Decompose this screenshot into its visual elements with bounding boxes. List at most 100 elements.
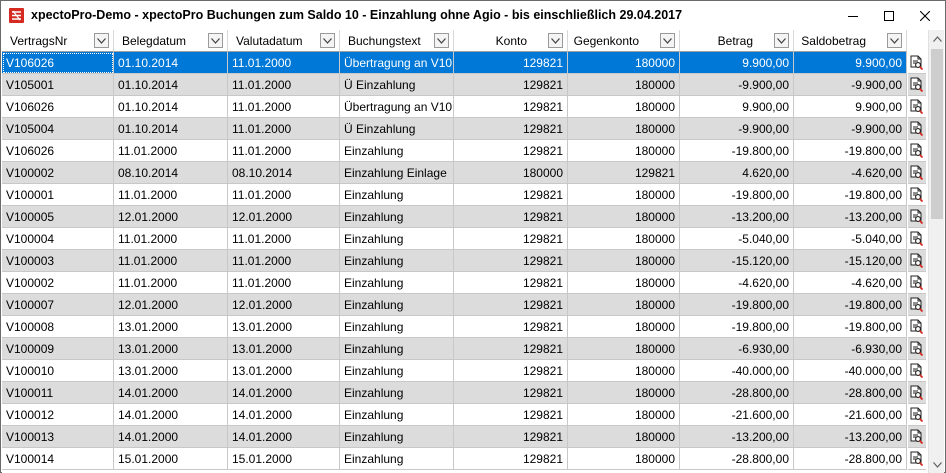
cell-saldo[interactable]: -28.800,00 [794,382,907,404]
cell-betrag[interactable]: 9.900,00 [680,96,794,118]
cell-betrag[interactable]: -40.000,00 [680,360,794,382]
cell-beleg[interactable]: 12.01.2000 [114,294,228,316]
cell-saldo[interactable]: 9.900,00 [794,52,907,74]
cell-gegen[interactable]: 180000 [568,360,680,382]
cell-gegen[interactable]: 180000 [568,52,680,74]
cell-saldo[interactable]: -13.200,00 [794,206,907,228]
row-detail-button[interactable] [908,206,926,228]
cell-beleg[interactable]: 01.10.2014 [114,52,228,74]
cell-beleg[interactable]: 14.01.2000 [114,382,228,404]
cell-vertrag[interactable]: V100005 [2,206,114,228]
cell-betrag[interactable]: -28.800,00 [680,448,794,470]
cell-valuta[interactable]: 13.01.2000 [228,316,340,338]
column-header-vertrag[interactable]: VertragsNr [2,30,114,52]
cell-gegen[interactable]: 180000 [568,74,680,96]
cell-valuta[interactable]: 11.01.2000 [228,96,340,118]
cell-betrag[interactable]: -15.120,00 [680,250,794,272]
cell-valuta[interactable]: 12.01.2000 [228,294,340,316]
minimize-button[interactable] [835,1,871,30]
table-row[interactable]: V100001 11.01.2000 11.01.2000 Einzahlung 129… [2,184,907,206]
cell-text[interactable]: Einzahlung [340,184,454,206]
cell-konto[interactable]: 129821 [454,272,568,294]
row-detail-button[interactable] [908,96,926,118]
cell-beleg[interactable]: 13.01.2000 [114,316,228,338]
cell-vertrag[interactable]: V100010 [2,360,114,382]
cell-text[interactable]: Übertragung an V10... [340,52,454,74]
cell-valuta[interactable]: 11.01.2000 [228,140,340,162]
cell-betrag[interactable]: -13.200,00 [680,206,794,228]
cell-valuta[interactable]: 11.01.2000 [228,184,340,206]
cell-text[interactable]: Einzahlung [340,206,454,228]
cell-vertrag[interactable]: V100002 [2,162,114,184]
row-detail-button[interactable] [908,382,926,404]
cell-saldo[interactable]: -28.800,00 [794,448,907,470]
cell-valuta[interactable]: 11.01.2000 [228,52,340,74]
cell-betrag[interactable]: -13.200,00 [680,426,794,448]
row-detail-button[interactable] [908,140,926,162]
cell-text[interactable]: Einzahlung [340,448,454,470]
cell-valuta[interactable]: 11.01.2000 [228,272,340,294]
row-detail-button[interactable] [908,118,926,140]
row-detail-button[interactable] [908,52,926,74]
cell-gegen[interactable]: 180000 [568,272,680,294]
cell-gegen[interactable]: 180000 [568,96,680,118]
cell-text[interactable]: Einzahlung [340,404,454,426]
table-row[interactable]: V100002 08.10.2014 08.10.2014 Einzahlung Ei… [2,162,907,184]
cell-beleg[interactable]: 11.01.2000 [114,250,228,272]
table-row[interactable]: V106026 11.01.2000 11.01.2000 Einzahlung 129… [2,140,907,162]
table-row[interactable]: V100013 14.01.2000 14.01.2000 Einzahlung 129… [2,426,907,448]
cell-betrag[interactable]: 4.620,00 [680,162,794,184]
cell-saldo[interactable]: -9.900,00 [794,118,907,140]
cell-vertrag[interactable]: V100012 [2,404,114,426]
column-header-gegen[interactable]: Gegenkonto [568,30,680,52]
cell-konto[interactable]: 129821 [454,250,568,272]
cell-beleg[interactable]: 11.01.2000 [114,140,228,162]
cell-konto[interactable]: 129821 [454,448,568,470]
cell-konto[interactable]: 129821 [454,206,568,228]
cell-saldo[interactable]: -13.200,00 [794,426,907,448]
row-detail-button[interactable] [908,338,926,360]
cell-konto[interactable]: 129821 [454,140,568,162]
cell-betrag[interactable]: -6.930,00 [680,338,794,360]
cell-konto[interactable]: 129821 [454,338,568,360]
table-row[interactable]: V100010 13.01.2000 13.01.2000 Einzahlung 129… [2,360,907,382]
cell-betrag[interactable]: -5.040,00 [680,228,794,250]
row-detail-button[interactable] [908,426,926,448]
cell-konto[interactable]: 129821 [454,294,568,316]
cell-konto[interactable]: 180000 [454,162,568,184]
cell-beleg[interactable]: 01.10.2014 [114,96,228,118]
row-detail-button[interactable] [908,316,926,338]
cell-betrag[interactable]: -19.800,00 [680,294,794,316]
cell-saldo[interactable]: -15.120,00 [794,250,907,272]
column-header-konto[interactable]: Konto [454,30,568,52]
cell-betrag[interactable]: -28.800,00 [680,382,794,404]
cell-text[interactable]: Einzahlung [340,382,454,404]
table-row[interactable]: V105001 01.10.2014 11.01.2000 Ü Einzahlung 1… [2,74,907,96]
filter-dropdown-button[interactable] [887,33,902,48]
cell-text[interactable]: Einzahlung [340,426,454,448]
scroll-down-button[interactable] [929,456,944,473]
filter-dropdown-button[interactable] [660,33,675,48]
cell-betrag[interactable]: -9.900,00 [680,118,794,140]
column-header-text[interactable]: Buchungstext [340,30,454,52]
cell-beleg[interactable]: 01.10.2014 [114,74,228,96]
cell-saldo[interactable]: -21.600,00 [794,404,907,426]
cell-vertrag[interactable]: V100014 [2,448,114,470]
cell-gegen[interactable]: 180000 [568,206,680,228]
cell-valuta[interactable]: 14.01.2000 [228,382,340,404]
cell-vertrag[interactable]: V100007 [2,294,114,316]
cell-gegen[interactable]: 180000 [568,404,680,426]
cell-beleg[interactable]: 14.01.2000 [114,404,228,426]
cell-valuta[interactable]: 08.10.2014 [228,162,340,184]
filter-dropdown-button[interactable] [208,33,223,48]
row-detail-button[interactable] [908,360,926,382]
cell-beleg[interactable]: 14.01.2000 [114,426,228,448]
cell-beleg[interactable]: 01.10.2014 [114,118,228,140]
cell-beleg[interactable]: 13.01.2000 [114,338,228,360]
cell-saldo[interactable]: -19.800,00 [794,140,907,162]
cell-konto[interactable]: 129821 [454,184,568,206]
cell-konto[interactable]: 129821 [454,228,568,250]
cell-vertrag[interactable]: V106026 [2,96,114,118]
cell-vertrag[interactable]: V100011 [2,382,114,404]
cell-beleg[interactable]: 11.01.2000 [114,272,228,294]
